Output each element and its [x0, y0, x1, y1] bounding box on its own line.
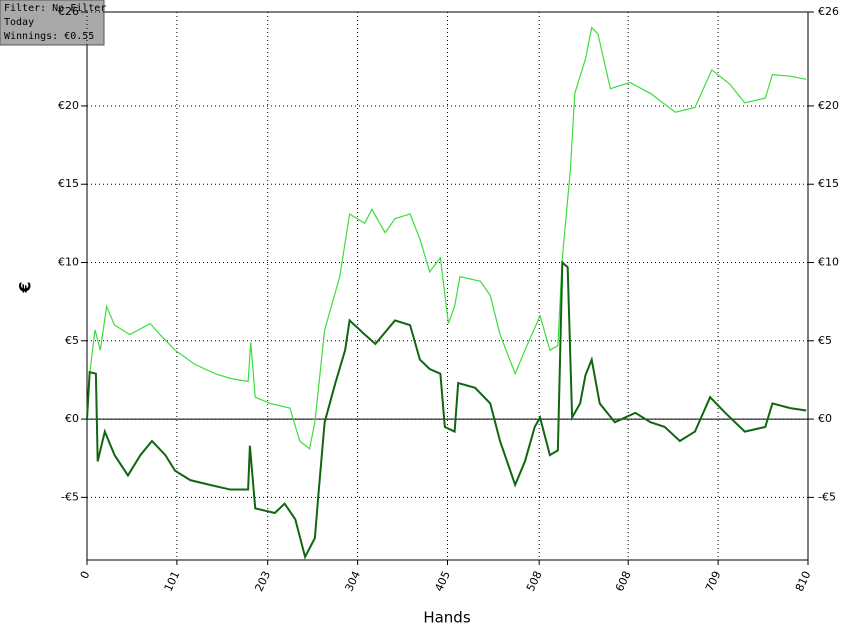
y-tick-label: €10: [58, 256, 79, 269]
y-tick-label: €5: [65, 334, 79, 347]
y-axis-title: €: [16, 281, 35, 293]
info-line: Filter: No Filter: [4, 3, 106, 14]
y-tick-label: €15: [818, 177, 839, 190]
y-tick-label: €26: [818, 5, 839, 18]
y-tick-label: €5: [818, 334, 832, 347]
y-tick-label: €15: [58, 177, 79, 190]
info-line: Winnings: €0.55: [4, 31, 94, 42]
y-tick-label: €26: [58, 5, 79, 18]
y-tick-label: €0: [65, 412, 79, 425]
y-tick-label: €20: [818, 99, 839, 112]
y-tick-label: €0: [818, 412, 832, 425]
line: [86, 260, 807, 560]
info-line: Today: [4, 17, 34, 28]
line: [86, 26, 807, 450]
y-tick-label: -€5: [61, 490, 79, 503]
y-tick-label: €20: [58, 99, 79, 112]
y-tick-label: -€5: [818, 490, 836, 503]
info-box: [0, 0, 105, 46]
x-axis-title: Hands: [423, 609, 470, 627]
x-tick-label: 0: [78, 569, 93, 581]
y-tick-label: €10: [818, 256, 839, 269]
